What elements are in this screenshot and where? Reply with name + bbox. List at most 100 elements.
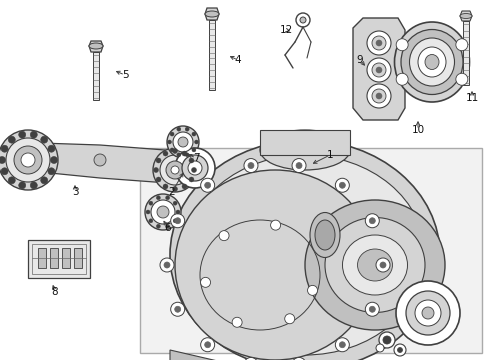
Circle shape — [397, 347, 402, 352]
Bar — [260, 130, 350, 155]
Bar — [93, 52, 99, 100]
Circle shape — [376, 258, 390, 272]
Circle shape — [19, 131, 25, 138]
Circle shape — [94, 154, 106, 166]
Circle shape — [270, 220, 281, 230]
Circle shape — [149, 219, 153, 223]
Circle shape — [182, 155, 208, 181]
Circle shape — [201, 178, 215, 192]
Circle shape — [171, 214, 185, 228]
Polygon shape — [5, 143, 185, 183]
Circle shape — [248, 163, 254, 168]
Circle shape — [300, 17, 306, 23]
Circle shape — [188, 161, 202, 175]
Ellipse shape — [315, 220, 335, 250]
Ellipse shape — [325, 217, 425, 312]
Ellipse shape — [343, 235, 408, 295]
Circle shape — [1, 168, 8, 175]
Circle shape — [30, 131, 37, 138]
Circle shape — [456, 39, 468, 51]
Circle shape — [285, 314, 294, 324]
Text: 6: 6 — [165, 223, 172, 233]
Circle shape — [367, 84, 391, 108]
Circle shape — [1, 145, 8, 152]
Ellipse shape — [310, 212, 340, 257]
Circle shape — [175, 148, 215, 188]
Circle shape — [340, 182, 345, 188]
Circle shape — [176, 210, 180, 214]
Circle shape — [394, 344, 406, 356]
Bar — [463, 21, 469, 85]
Ellipse shape — [205, 11, 219, 17]
Ellipse shape — [460, 13, 472, 18]
Circle shape — [192, 167, 196, 172]
Ellipse shape — [175, 170, 375, 360]
Circle shape — [182, 151, 187, 156]
Circle shape — [372, 89, 386, 103]
Circle shape — [177, 127, 181, 131]
Circle shape — [172, 148, 177, 153]
Circle shape — [48, 145, 55, 152]
Circle shape — [379, 332, 395, 348]
Circle shape — [164, 262, 170, 268]
Circle shape — [146, 210, 150, 214]
Circle shape — [372, 63, 386, 77]
Circle shape — [296, 163, 302, 168]
Circle shape — [366, 214, 379, 228]
Circle shape — [335, 338, 349, 352]
Circle shape — [163, 151, 168, 156]
Circle shape — [244, 158, 258, 172]
Circle shape — [8, 136, 15, 143]
Circle shape — [185, 153, 189, 157]
Circle shape — [172, 186, 177, 192]
Circle shape — [149, 201, 153, 205]
Circle shape — [456, 73, 468, 85]
Text: 2: 2 — [169, 187, 175, 197]
Circle shape — [21, 153, 35, 167]
Ellipse shape — [394, 22, 469, 102]
Circle shape — [189, 177, 194, 182]
Circle shape — [160, 155, 190, 185]
Polygon shape — [353, 18, 405, 120]
Circle shape — [308, 285, 318, 295]
Circle shape — [173, 219, 177, 223]
Bar — [50, 248, 58, 268]
Text: 8: 8 — [51, 287, 58, 297]
Ellipse shape — [410, 38, 455, 86]
Circle shape — [380, 262, 386, 268]
Circle shape — [0, 157, 5, 163]
Circle shape — [192, 148, 196, 152]
Bar — [209, 20, 215, 90]
Circle shape — [396, 73, 408, 85]
Ellipse shape — [89, 43, 103, 49]
Circle shape — [145, 194, 181, 230]
Circle shape — [369, 306, 375, 312]
Circle shape — [157, 206, 169, 218]
Circle shape — [292, 158, 306, 172]
Bar — [28, 240, 90, 278]
Circle shape — [168, 140, 172, 144]
Circle shape — [292, 357, 306, 360]
Circle shape — [367, 31, 391, 55]
Circle shape — [19, 182, 25, 189]
Circle shape — [170, 148, 174, 152]
Circle shape — [156, 177, 161, 182]
Circle shape — [177, 153, 181, 157]
Circle shape — [14, 146, 42, 174]
Bar — [38, 248, 46, 268]
Circle shape — [195, 140, 198, 144]
Circle shape — [205, 342, 211, 348]
Circle shape — [376, 40, 382, 46]
Circle shape — [166, 161, 184, 179]
Circle shape — [366, 302, 379, 316]
Circle shape — [182, 184, 187, 189]
Text: 5: 5 — [122, 70, 128, 80]
Circle shape — [396, 281, 460, 345]
Circle shape — [166, 196, 170, 200]
Polygon shape — [205, 8, 219, 20]
Circle shape — [189, 158, 194, 163]
Circle shape — [6, 138, 50, 182]
Circle shape — [156, 158, 161, 163]
Circle shape — [171, 302, 185, 316]
Circle shape — [173, 132, 193, 152]
